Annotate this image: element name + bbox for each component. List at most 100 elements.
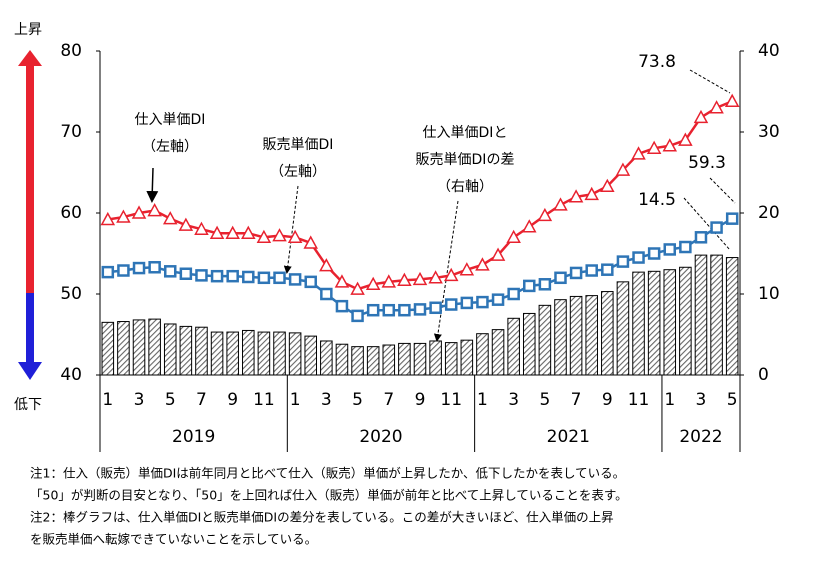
x-tick-label: 1: [290, 390, 301, 410]
marker: [491, 293, 505, 306]
year-label: 2021: [547, 427, 590, 447]
x-tick-label: 1: [477, 390, 488, 410]
marker: [132, 261, 146, 275]
marker: [147, 203, 162, 217]
annotation-arrow: [283, 185, 299, 274]
marker: [194, 221, 209, 235]
bar: [601, 291, 614, 376]
marker: [100, 211, 116, 226]
marker: [615, 162, 631, 176]
marker: [662, 138, 678, 152]
annotation: （左軸）: [142, 139, 198, 155]
y2-tick-label: 20: [758, 203, 780, 223]
note: 注2：棒グラフは、仕入単価DIと販売単価DIの差分を表している。この差が大きいほ…: [30, 510, 614, 525]
marker: [209, 225, 225, 239]
marker: [646, 140, 662, 154]
value-label: 59.3: [688, 153, 726, 173]
bar: [288, 332, 302, 376]
annotation: （左軸）: [270, 164, 326, 180]
annotation: 販売単価DI: [263, 137, 334, 153]
marker: [334, 274, 350, 288]
marker: [272, 228, 287, 242]
x-tick-label: 7: [571, 390, 582, 410]
marker: [584, 186, 599, 201]
bar: [366, 346, 380, 376]
marker: [476, 295, 489, 309]
fall-label: 低下: [14, 397, 42, 413]
marker: [131, 205, 147, 219]
annotation-arrow: [146, 167, 159, 203]
y-tick-label: 50: [60, 284, 82, 304]
marker: [710, 221, 723, 234]
marker: [506, 229, 521, 244]
marker: [663, 243, 677, 256]
marker: [553, 197, 568, 211]
bar: [242, 329, 255, 376]
bar: [491, 329, 505, 376]
marker: [460, 296, 474, 310]
marker: [350, 281, 365, 295]
rise-bar: [26, 62, 34, 293]
marker: [507, 287, 520, 301]
y2-tick-label: 40: [758, 41, 780, 61]
bar: [585, 295, 598, 376]
x-tick-label: 5: [727, 390, 738, 410]
annotation-arrow: [433, 200, 459, 342]
marker: [163, 265, 177, 278]
marker: [117, 264, 130, 277]
x-tick-label: 5: [352, 390, 363, 410]
bar: [101, 321, 115, 376]
annotation-arrow: [683, 197, 731, 251]
x-tick-label: 9: [415, 390, 426, 410]
bar: [554, 299, 567, 376]
x-tick-label: 9: [227, 390, 238, 410]
bar: [163, 323, 177, 376]
marker: [148, 261, 161, 274]
marker: [725, 212, 739, 225]
x-tick-label: 5: [539, 390, 550, 410]
marker: [631, 146, 646, 160]
year-label: 2022: [679, 427, 722, 447]
marker: [242, 270, 255, 284]
bar: [195, 326, 208, 376]
marker: [365, 276, 381, 291]
marker: [241, 225, 256, 239]
marker: [162, 211, 178, 225]
bar: [148, 318, 161, 376]
marker: [459, 262, 475, 276]
marker: [178, 217, 194, 231]
marker: [398, 303, 411, 317]
marker: [351, 309, 364, 323]
bar: [273, 331, 286, 376]
bar: [398, 342, 411, 376]
marker: [538, 278, 552, 291]
bar: [257, 331, 271, 376]
marker: [226, 269, 239, 283]
marker: [522, 219, 537, 233]
marker: [523, 279, 536, 293]
marker: [412, 271, 428, 286]
x-tick-label: 3: [321, 390, 332, 410]
value-label: 73.8: [638, 52, 676, 72]
x-tick-label: 9: [602, 390, 613, 410]
rise-label: 上昇: [14, 22, 42, 38]
bar: [663, 269, 677, 376]
x-tick-label: 3: [508, 390, 519, 410]
marker: [616, 255, 630, 268]
marker: [304, 275, 317, 289]
marker: [413, 303, 427, 316]
annotation-arrow: [689, 69, 731, 94]
x-tick-label: 11: [628, 390, 650, 410]
annotation: 販売単価DIの差: [416, 152, 515, 168]
marker: [679, 240, 692, 254]
marker: [319, 258, 334, 272]
bar: [351, 346, 364, 376]
marker: [709, 100, 724, 114]
bar: [616, 281, 630, 376]
year-label: 2019: [172, 427, 215, 447]
bar: [429, 340, 442, 376]
marker: [116, 209, 131, 223]
bar: [725, 257, 739, 376]
marker: [429, 301, 442, 315]
marker: [257, 271, 271, 285]
